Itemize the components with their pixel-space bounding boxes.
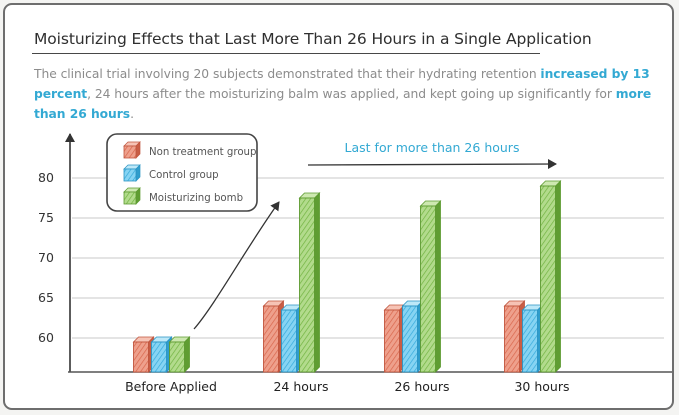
bar-side	[435, 200, 441, 373]
bar	[401, 300, 424, 373]
x-tick-label: Before Applied	[125, 379, 217, 394]
x-tick-label: 26 hours	[394, 379, 449, 394]
x-axis-ticks: Before Applied 24 hours 26 hours 30 hours	[125, 379, 569, 394]
duration-annotation: Last for more than 26 hours	[345, 140, 520, 155]
bar-front	[151, 341, 167, 373]
bar-front	[504, 305, 520, 373]
bar-side	[555, 180, 561, 373]
y-tick-label: 80	[38, 170, 54, 185]
x-tick-label: 30 hours	[514, 379, 569, 394]
bar-front	[133, 341, 149, 373]
y-axis-ticks: 60 65 70 75 80	[38, 170, 54, 345]
bar	[150, 336, 173, 373]
bar-front	[522, 309, 538, 373]
legend-box	[106, 133, 258, 212]
bar-side	[314, 192, 320, 373]
bar	[539, 180, 562, 373]
y-tick-label: 60	[38, 330, 54, 345]
legend-label: Moisturizing bomb	[149, 193, 243, 204]
legend-swatch	[123, 191, 137, 205]
legend-item: Moisturizing bomb	[123, 187, 243, 205]
trend-arrow	[193, 201, 280, 330]
bar-front	[263, 305, 279, 373]
legend-label: Non treatment group	[149, 147, 256, 158]
bar	[262, 300, 285, 373]
legend: Non treatment group Control group Moisturi…	[106, 133, 258, 212]
bar	[168, 336, 191, 373]
description-part-2: , 24 hours after the moisturizing balm w…	[87, 87, 616, 101]
description-highlight-1: increased by 13 percent	[34, 67, 650, 101]
legend-swatch	[123, 145, 137, 159]
bar	[298, 192, 321, 373]
bar	[521, 304, 544, 373]
y-tick-label: 70	[38, 250, 54, 265]
x-tick-label: 24 hours	[273, 379, 328, 394]
bar	[132, 336, 155, 373]
bar	[280, 304, 303, 373]
bar-front	[402, 305, 418, 373]
bar-front	[299, 197, 315, 373]
bar	[383, 304, 406, 373]
bar	[419, 200, 442, 373]
description-highlight-2: more than 26 hours	[34, 87, 652, 121]
y-tick-label: 65	[38, 290, 54, 305]
bar-front	[281, 309, 297, 373]
bar-front	[540, 185, 556, 373]
duration-arrow	[307, 159, 557, 170]
page-title: Moisturizing Effects that Last More Than…	[34, 30, 592, 48]
bar-side	[184, 336, 190, 373]
bar-front	[384, 309, 400, 373]
bar-front	[420, 205, 436, 373]
legend-swatch	[123, 168, 137, 182]
bar	[503, 300, 526, 373]
description-part-3: .	[130, 107, 134, 121]
description-text: The clinical trial involving 20 subjects…	[34, 64, 664, 124]
y-tick-label: 75	[38, 210, 54, 225]
bars	[132, 180, 562, 373]
title-underline	[32, 53, 540, 54]
legend-item: Control group	[123, 164, 219, 182]
legend-label: Control group	[149, 170, 219, 181]
bar-front	[169, 341, 185, 373]
legend-item: Non treatment group	[123, 141, 256, 159]
description-part-1: The clinical trial involving 20 subjects…	[34, 67, 541, 81]
